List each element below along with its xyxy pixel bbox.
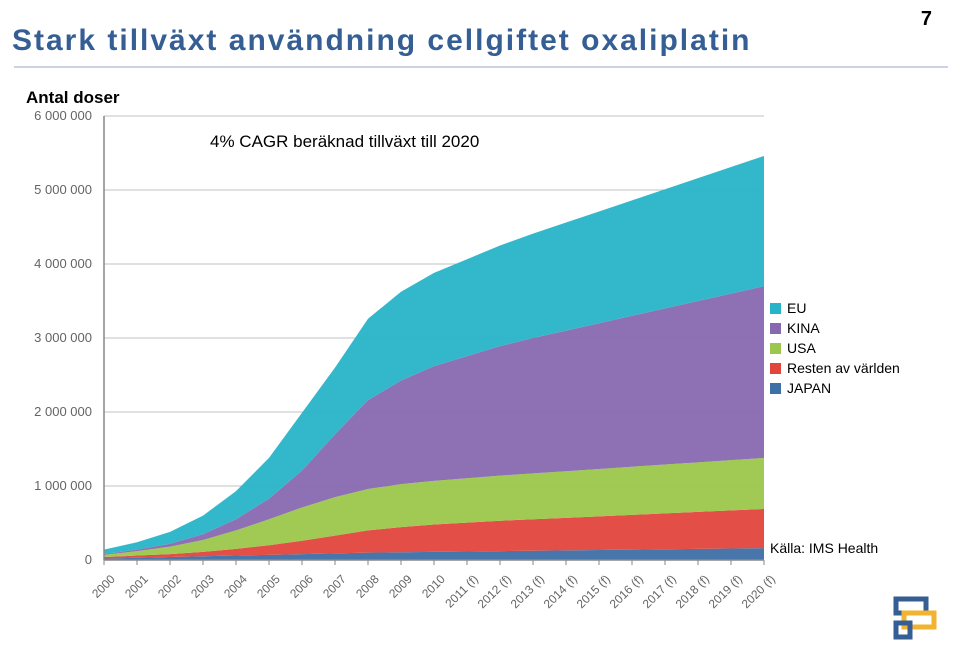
page-title: Stark tillväxt användning cellgiftet oxa… bbox=[12, 24, 751, 58]
y-axis-tick: 0 bbox=[24, 552, 92, 567]
legend-item: KINA bbox=[770, 320, 900, 336]
chart-annotation: 4% CAGR beräknad tillväxt till 2020 bbox=[210, 132, 479, 152]
legend-item: Resten av världen bbox=[770, 360, 900, 376]
legend-label: KINA bbox=[787, 320, 820, 336]
y-axis-tick: 1 000 000 bbox=[24, 478, 92, 493]
chart-legend: EU KINA USA Resten av världen JAPAN bbox=[770, 300, 900, 400]
legend-swatch bbox=[770, 383, 781, 394]
y-axis-tick: 3 000 000 bbox=[24, 330, 92, 345]
legend-swatch bbox=[770, 363, 781, 374]
title-underline bbox=[14, 66, 948, 68]
area-chart: 0 1 000 000 2 000 000 3 000 000 4 000 000 5 0… bbox=[24, 108, 784, 655]
legend-item: USA bbox=[770, 340, 900, 356]
legend-label: EU bbox=[787, 300, 806, 316]
y-axis-tick: 2 000 000 bbox=[24, 404, 92, 419]
chart-subtitle: Antal doser bbox=[26, 88, 120, 108]
legend-swatch bbox=[770, 343, 781, 354]
legend-item: EU bbox=[770, 300, 900, 316]
legend-item: JAPAN bbox=[770, 380, 900, 396]
legend-swatch bbox=[770, 323, 781, 334]
company-logo bbox=[890, 593, 940, 643]
y-axis-tick: 5 000 000 bbox=[24, 182, 92, 197]
legend-label: USA bbox=[787, 340, 816, 356]
page-number: 7 bbox=[921, 8, 932, 31]
y-axis-tick: 6 000 000 bbox=[24, 108, 92, 123]
y-axis-tick: 4 000 000 bbox=[24, 256, 92, 271]
legend-label: Resten av världen bbox=[787, 360, 900, 376]
legend-label: JAPAN bbox=[787, 380, 831, 396]
chart-source: Källa: IMS Health bbox=[770, 540, 878, 556]
legend-swatch bbox=[770, 303, 781, 314]
